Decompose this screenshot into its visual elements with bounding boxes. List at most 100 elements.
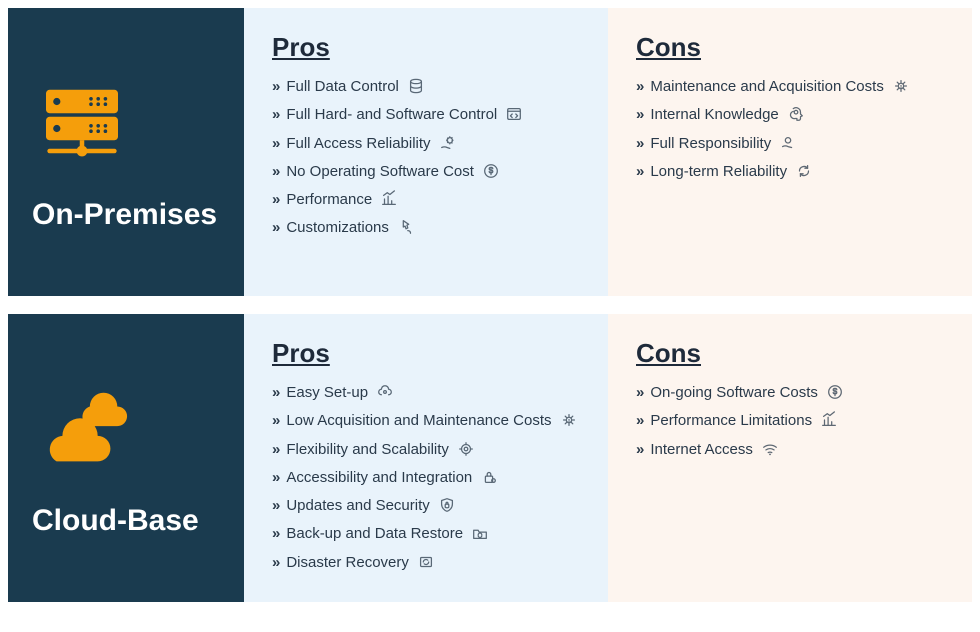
bullet-glyph: » xyxy=(272,134,280,154)
gear-cost-icon: $ xyxy=(892,77,910,95)
chart-up-icon xyxy=(380,190,398,208)
item-label: Performance Limitations xyxy=(650,411,812,431)
label-on-premises: On-Premises xyxy=(8,8,244,296)
cons-list: » On-going Software Costs » Performance Lim… xyxy=(636,383,944,460)
item-label: Full Responsibility xyxy=(650,134,771,154)
cons-heading: Cons xyxy=(636,32,944,63)
pros-list: » Full Data Control » Full Hard- and Softwa… xyxy=(272,77,580,239)
code-window-icon xyxy=(505,105,523,123)
dollar-circle-icon xyxy=(826,383,844,401)
cons-list: » Maintenance and Acquisition Costs $ » Inte… xyxy=(636,77,944,182)
cursor-tap-icon xyxy=(397,218,415,236)
item-label: Long-term Reliability xyxy=(650,162,787,182)
cons-column: Cons»Maintenance and Acquisition Costs$»… xyxy=(608,8,972,296)
category-title: On-Premises xyxy=(32,198,217,231)
list-item: » Customizations xyxy=(272,218,580,238)
server-icon xyxy=(32,74,132,174)
item-label: No Operating Software Cost xyxy=(286,162,474,182)
shield-lock-icon xyxy=(438,496,456,514)
refresh-icon xyxy=(795,162,813,180)
cons-column: Cons » On-going Software Costs » Performance… xyxy=(608,314,972,602)
row-cloud-base: Cloud-Base Pros » Easy Set-up » Low Acquisiti… xyxy=(8,314,972,602)
item-label: Full Access Reliability xyxy=(286,134,430,154)
list-item: » Full Hard- and Software Control xyxy=(272,105,580,125)
list-item: » Internal Knowledge xyxy=(636,105,944,125)
item-label: Low Acquisition and Maintenance Costs xyxy=(286,411,551,431)
list-item: » Back-up and Data Restore xyxy=(272,524,580,544)
pros-column: Pros » Full Data Control » Full Hard- and So… xyxy=(244,8,608,296)
list-item: » On-going Software Costs xyxy=(636,383,944,403)
list-item: » Accessibility and Integration xyxy=(272,468,580,488)
bullet-glyph: » xyxy=(272,553,280,573)
bullet-glyph: » xyxy=(636,440,644,460)
bullet-glyph: » xyxy=(636,383,644,403)
item-label: Full Data Control xyxy=(286,77,399,97)
list-item: » Long-term Reliability xyxy=(636,162,944,182)
wifi-icon xyxy=(761,440,779,458)
bullet-glyph: » xyxy=(272,383,280,403)
hand-care-icon xyxy=(779,134,797,152)
cloud-icon xyxy=(32,380,132,480)
bullet-glyph: » xyxy=(272,411,280,431)
bullet-glyph: » xyxy=(636,134,644,154)
list-item: » Flexibility and Scalability xyxy=(272,440,580,460)
bullet-glyph: » xyxy=(272,77,280,97)
list-item: » Full Responsibility xyxy=(636,134,944,154)
category-title: Cloud-Base xyxy=(32,504,199,537)
chart-up-icon xyxy=(820,411,838,429)
item-label: On-going Software Costs xyxy=(650,383,818,403)
item-label: Internal Knowledge xyxy=(650,105,778,125)
recovery-icon xyxy=(417,553,435,571)
list-item: » Low Acquisition and Maintenance Costs $ xyxy=(272,411,580,431)
list-item: » Updates and Security xyxy=(272,496,580,516)
cons-heading: Cons xyxy=(636,338,944,369)
label-cloud-base: Cloud-Base xyxy=(8,314,244,602)
list-item: » Full Access Reliability xyxy=(272,134,580,154)
list-item: » Full Data Control xyxy=(272,77,580,97)
pros-list: » Easy Set-up » Low Acquisition and Mainten… xyxy=(272,383,580,573)
list-item: » Maintenance and Acquisition Costs $ xyxy=(636,77,944,97)
bullet-glyph: » xyxy=(272,218,280,238)
gear-ring-icon xyxy=(457,440,475,458)
comparison-infographic: On-Premises Pros » Full Data Control » Full H… xyxy=(0,0,980,610)
bullet-glyph: » xyxy=(272,440,280,460)
pros-heading: Pros xyxy=(272,338,580,369)
bullet-glyph: » xyxy=(272,496,280,516)
bullet-glyph: » xyxy=(272,468,280,488)
row-on-premises: On-Premises Pros » Full Data Control » Full H… xyxy=(8,8,972,296)
folder-sync-icon xyxy=(471,524,489,542)
item-label: Performance xyxy=(286,190,372,210)
bullet-glyph: » xyxy=(272,105,280,125)
bullet-glyph: » xyxy=(272,524,280,544)
item-label: Accessibility and Integration xyxy=(286,468,472,488)
item-label: Flexibility and Scalability xyxy=(286,440,449,460)
pros-column: Pros » Easy Set-up » Low Acquisition and Mai… xyxy=(244,314,608,602)
bullet-glyph: » xyxy=(636,162,644,182)
bullet-glyph: » xyxy=(636,105,644,125)
list-item: » Performance Limitations xyxy=(636,411,944,431)
pros-heading: Pros xyxy=(272,32,580,63)
list-item: » Internet Access xyxy=(636,440,944,460)
bullet-glyph: » xyxy=(636,411,644,431)
item-label: Maintenance and Acquisition Costs xyxy=(650,77,883,97)
item-label: Internet Access xyxy=(650,440,753,460)
bullet-glyph: » xyxy=(272,162,280,182)
gear-cost-icon: $ xyxy=(560,411,578,429)
list-item: » Easy Set-up xyxy=(272,383,580,403)
dollar-circle-icon xyxy=(482,162,500,180)
brain-head-icon xyxy=(787,105,805,123)
database-icon xyxy=(407,77,425,95)
item-label: Full Hard- and Software Control xyxy=(286,105,497,125)
list-item: » No Operating Software Cost xyxy=(272,162,580,182)
item-label: Updates and Security xyxy=(286,496,429,516)
bullet-glyph: » xyxy=(636,77,644,97)
list-item: »Performance xyxy=(272,190,580,210)
item-label: Customizations xyxy=(286,218,389,238)
lock-gear-icon xyxy=(480,468,498,486)
item-label: Easy Set-up xyxy=(286,383,368,403)
cloud-gear-icon xyxy=(376,383,394,401)
item-label: Back-up and Data Restore xyxy=(286,524,463,544)
list-item: » Disaster Recovery xyxy=(272,553,580,573)
gear-hand-icon xyxy=(439,134,457,152)
item-label: Disaster Recovery xyxy=(286,553,409,573)
